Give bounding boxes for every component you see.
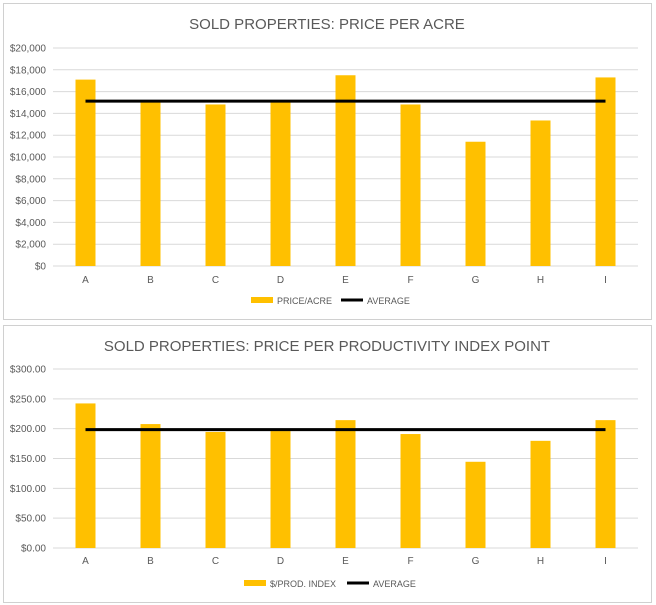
- y-tick-label: $2,000: [15, 240, 46, 251]
- x-tick-label: C: [212, 275, 219, 286]
- bar-E: [335, 420, 356, 548]
- y-tick-label: $12,000: [10, 131, 47, 142]
- legend-label: $/PROD. INDEX: [270, 579, 336, 589]
- y-tick-label: $200.00: [10, 424, 47, 435]
- y-tick-label: $8,000: [15, 174, 46, 185]
- chart-svg: SOLD PROPERTIES: PRICE PER ACRE $0 $2,000 $…: [10, 16, 638, 306]
- y-tick-label: $100.00: [10, 484, 47, 495]
- y-tick-label: $20,000: [10, 44, 47, 55]
- x-tick-label: F: [407, 556, 413, 567]
- y-tick-label: $10,000: [10, 153, 47, 164]
- bar-A: [75, 79, 96, 266]
- x-tick-label: F: [407, 275, 413, 286]
- x-tick-label: D: [277, 275, 284, 286]
- legend-label: AVERAGE: [367, 296, 410, 306]
- x-tick-label: A: [82, 275, 89, 286]
- x-tick-label: G: [472, 556, 480, 567]
- x-tick-label: E: [342, 556, 349, 567]
- chart-title: SOLD PROPERTIES: PRICE PER PRODUCTIVITY …: [104, 338, 550, 355]
- legend-bar-swatch: [251, 297, 273, 303]
- y-tick-label: $300.00: [10, 365, 47, 376]
- y-tick-label: $16,000: [10, 87, 47, 98]
- bar-D: [270, 431, 291, 548]
- legend-label: AVERAGE: [373, 579, 416, 589]
- bar-C: [205, 104, 226, 266]
- y-tick-label: $0.00: [21, 544, 46, 555]
- bar-G: [465, 461, 486, 548]
- bar-B: [140, 424, 161, 548]
- bar-F: [400, 434, 421, 548]
- bar-H: [530, 120, 551, 266]
- y-tick-label: $4,000: [15, 218, 46, 229]
- bar-E: [335, 75, 356, 266]
- legend-label: PRICE/ACRE: [277, 296, 332, 306]
- bar-D: [270, 100, 291, 266]
- bar-I: [595, 77, 616, 267]
- x-tick-label: C: [212, 556, 219, 567]
- bar-C: [205, 431, 226, 548]
- y-tick-label: $250.00: [10, 394, 47, 405]
- bar-B: [140, 100, 161, 266]
- x-tick-label: G: [472, 275, 480, 286]
- chart-price-per-index: SOLD PROPERTIES: PRICE PER PRODUCTIVITY …: [3, 325, 652, 603]
- x-tick-label: A: [82, 556, 89, 567]
- bar-F: [400, 104, 421, 266]
- bar-G: [465, 141, 486, 266]
- legend-bar-swatch: [244, 580, 266, 586]
- x-tick-label: E: [342, 275, 349, 286]
- x-tick-label: I: [604, 556, 607, 567]
- bar-H: [530, 440, 551, 548]
- y-tick-label: $0: [35, 262, 47, 273]
- x-tick-label: H: [537, 275, 544, 286]
- bar-A: [75, 403, 96, 548]
- chart-price-per-acre: SOLD PROPERTIES: PRICE PER ACRE $0 $2,000 $…: [3, 3, 652, 320]
- x-tick-label: B: [147, 556, 154, 567]
- x-tick-label: B: [147, 275, 154, 286]
- y-tick-label: $18,000: [10, 65, 47, 76]
- y-tick-label: $150.00: [10, 454, 47, 465]
- x-tick-label: D: [277, 556, 284, 567]
- chart-title: SOLD PROPERTIES: PRICE PER ACRE: [189, 16, 465, 33]
- y-tick-label: $50.00: [15, 514, 46, 525]
- chart-svg: SOLD PROPERTIES: PRICE PER PRODUCTIVITY …: [10, 338, 638, 589]
- x-tick-label: H: [537, 556, 544, 567]
- y-tick-label: $14,000: [10, 109, 47, 120]
- y-tick-label: $6,000: [15, 196, 46, 207]
- x-tick-label: I: [604, 275, 607, 286]
- bar-I: [595, 420, 616, 548]
